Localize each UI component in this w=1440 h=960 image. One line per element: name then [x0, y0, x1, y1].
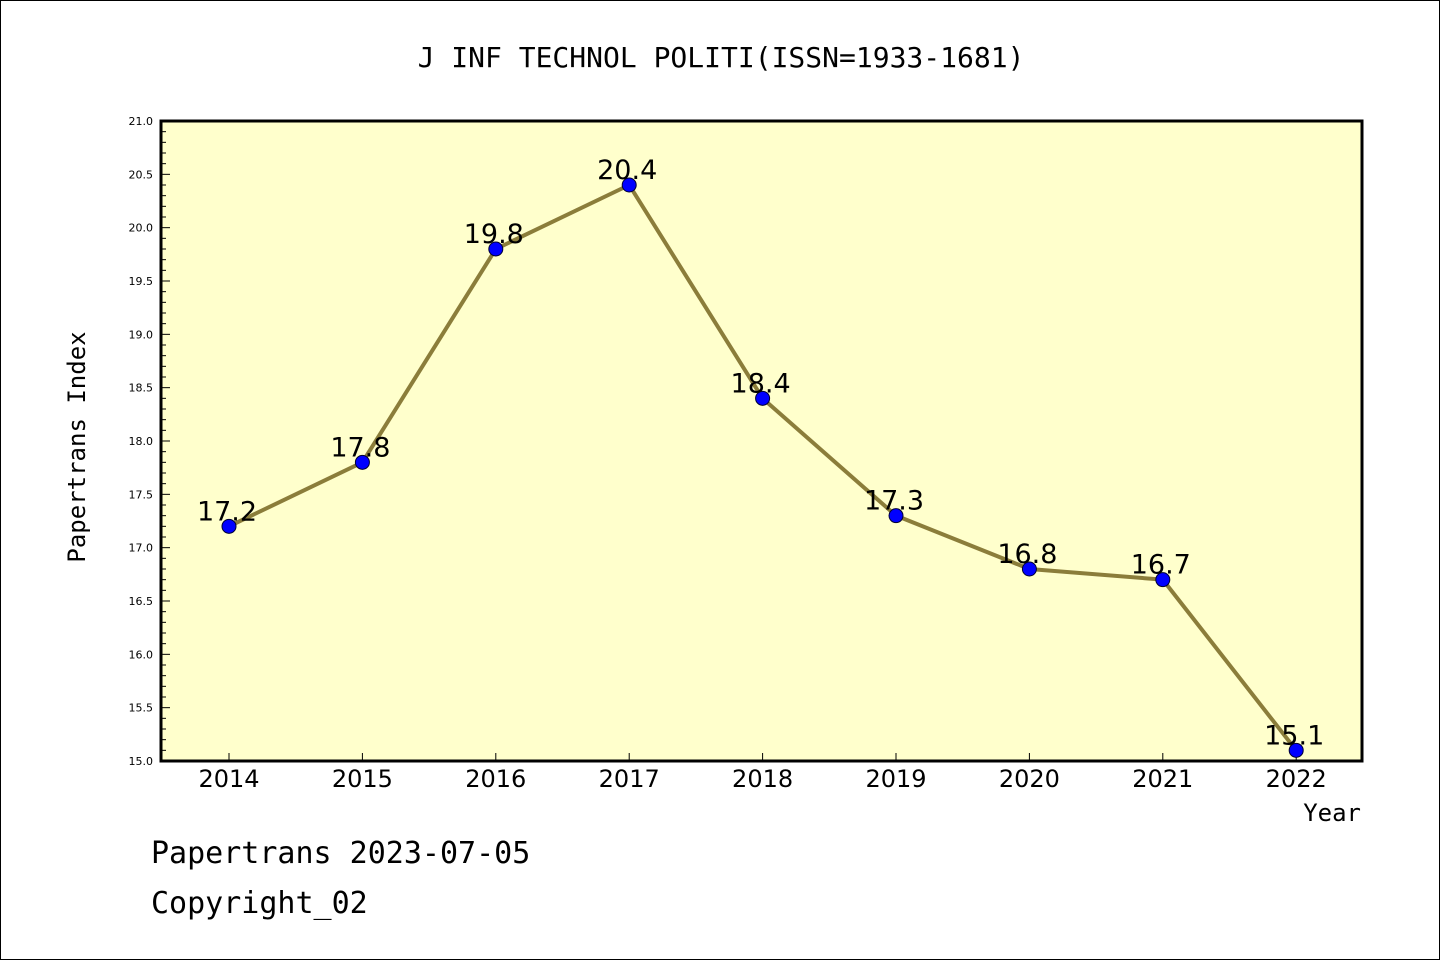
x-tick-label: 2019: [865, 765, 926, 793]
y-tick-label: 17.0: [129, 542, 154, 555]
x-tick-label: 2018: [732, 765, 793, 793]
data-point-2021: [1155, 572, 1171, 588]
y-tick-label: 20.5: [129, 168, 154, 181]
x-tick-label: 2016: [465, 765, 526, 793]
x-tick-label: 2021: [1132, 765, 1193, 793]
data-point-2016: [488, 241, 504, 257]
x-axis-label: Year: [1303, 799, 1361, 827]
x-tick-label: 2022: [1266, 765, 1327, 793]
y-tick-label: 15.5: [129, 702, 154, 715]
x-tick-label: 2017: [599, 765, 660, 793]
y-tick-label: 15.0: [129, 755, 154, 768]
y-tick-label: 19.5: [129, 275, 154, 288]
plot-area: [159, 119, 1364, 763]
x-axis: 2014 2015 2016 2017 2018 2019 2020 2021 2022: [198, 753, 1327, 793]
x-tick-label: 2020: [999, 765, 1060, 793]
data-label-2019: 17.3: [864, 486, 924, 517]
x-tick-label: 2014: [198, 765, 259, 793]
data-point-2022: [1288, 742, 1304, 758]
series-line-group: 17.2 17.8 19.8 20.4 18.4 17.3 16.8 16.7 15.1: [197, 155, 1324, 758]
y-tick-label: 18.5: [129, 382, 154, 395]
data-label-2017: 20.4: [597, 155, 657, 186]
footer-copyright-line: Copyright_02: [151, 886, 368, 921]
plot-background: [159, 119, 1364, 763]
y-tick-label: 19.0: [129, 328, 154, 341]
data-point-2018: [755, 390, 771, 406]
data-point-2015: [354, 454, 370, 470]
y-tick-label: 16.5: [129, 595, 154, 608]
y-tick-label: 20.0: [129, 222, 154, 235]
data-label-2021: 16.7: [1131, 550, 1191, 581]
data-point-2017: [621, 177, 637, 193]
data-label-2015: 17.8: [330, 432, 390, 463]
y-tick-label: 21.0: [129, 115, 154, 128]
data-label-2018: 18.4: [731, 368, 791, 399]
data-label-2016: 19.8: [464, 219, 524, 250]
data-point-2020: [1021, 561, 1037, 577]
data-point-2019: [888, 508, 904, 524]
data-label-2014: 17.2: [197, 496, 257, 527]
x-tick-label: 2015: [332, 765, 393, 793]
y-axis-label: Papertrans Index: [63, 331, 91, 562]
footer-date-line: Papertrans 2023-07-05: [151, 836, 531, 871]
y-axis: 15.0 15.5 16.0 16.5 17.0 17.5 18.0 18.5 19.0 19.5…: [129, 115, 170, 768]
y-tick-label: 16.0: [129, 648, 154, 661]
data-label-2020: 16.8: [997, 539, 1057, 570]
data-point-2014: [221, 518, 237, 534]
chart-title: J INF TECHNOL POLITI(ISSN=1933-1681): [418, 41, 1025, 74]
data-label-2022: 15.1: [1264, 720, 1324, 751]
y-tick-label: 17.5: [129, 488, 154, 501]
y-tick-label: 18.0: [129, 435, 154, 448]
